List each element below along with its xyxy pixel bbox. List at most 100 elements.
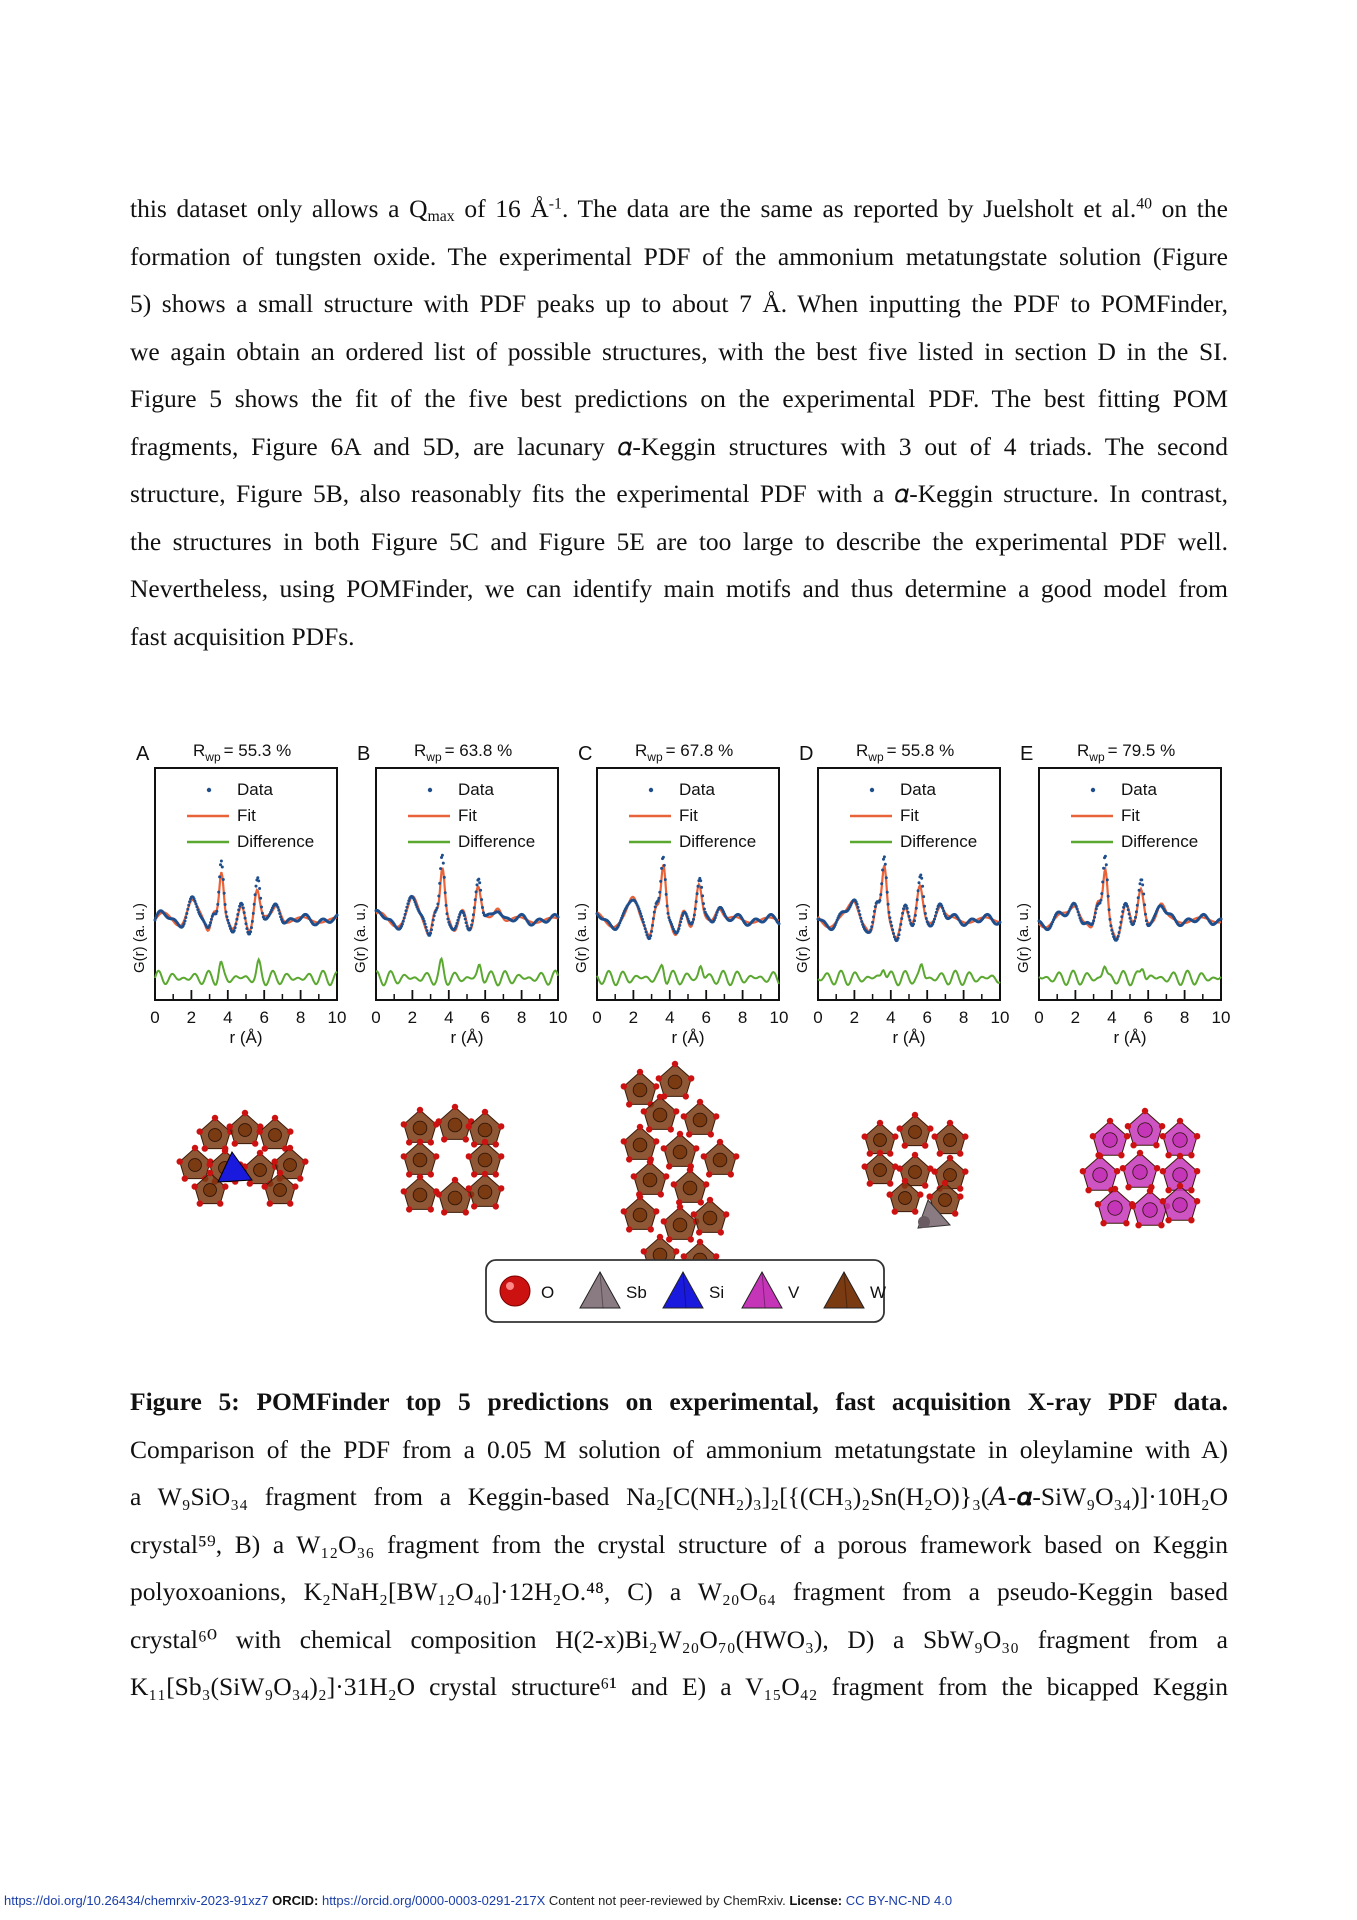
data-points bbox=[374, 853, 560, 937]
caption-line: crystal⁵⁹, B) a W₁₂O₃₆ fragment from the… bbox=[130, 1529, 1228, 1559]
data-point bbox=[651, 923, 654, 927]
data-point bbox=[692, 917, 695, 921]
data-point bbox=[665, 904, 669, 908]
data-point bbox=[998, 920, 1002, 924]
data-point bbox=[692, 913, 696, 917]
x-tick-label: 6 bbox=[922, 1008, 931, 1027]
data-point bbox=[440, 856, 443, 859]
rwp-value: = 67.8 % bbox=[666, 741, 734, 760]
data-point bbox=[471, 919, 474, 923]
rwp-symbol: R bbox=[414, 741, 426, 760]
data-point bbox=[679, 920, 683, 924]
pdf-panel: A Rwp = 55.3 % Data Fit Difference G(r) (a. u.… bbox=[131, 741, 346, 1047]
data-point bbox=[277, 908, 281, 912]
data-point bbox=[653, 905, 657, 909]
oxygen-atom bbox=[1176, 1152, 1184, 1160]
orcid-link[interactable]: https://orcid.org/0000-0003-0291-217X bbox=[321, 1893, 546, 1908]
x-tick-label: 0 bbox=[150, 1008, 159, 1027]
data-point bbox=[906, 910, 910, 914]
data-point bbox=[887, 910, 891, 914]
oxygen-atom bbox=[222, 1183, 229, 1190]
data-point bbox=[700, 885, 704, 889]
data-point bbox=[153, 918, 157, 922]
data-point bbox=[238, 904, 242, 908]
oxygen-atom bbox=[1146, 1187, 1154, 1195]
data-point bbox=[222, 891, 226, 895]
data-point bbox=[1078, 916, 1082, 920]
panel-frame bbox=[1038, 767, 1222, 1001]
oxygen-atom bbox=[256, 1128, 263, 1135]
oxygen-atom bbox=[1158, 1123, 1166, 1130]
rwp-label: Rwp = 55.8 % bbox=[856, 741, 954, 764]
oxygen-atom bbox=[1165, 1217, 1172, 1224]
metal-atom bbox=[477, 1152, 493, 1168]
data-point bbox=[860, 920, 864, 923]
data-point bbox=[188, 900, 192, 904]
data-point bbox=[1091, 921, 1095, 925]
oxygen-atom bbox=[646, 1158, 654, 1166]
data-point bbox=[1119, 920, 1123, 924]
paragraph-line: fast acquisition PDFs. bbox=[130, 621, 355, 651]
legend-w-tetrahedron bbox=[823, 1270, 865, 1309]
data-point bbox=[464, 921, 468, 925]
oxygen-atom bbox=[441, 1209, 448, 1216]
oxygen-atom bbox=[962, 1168, 969, 1175]
data-point bbox=[224, 910, 228, 914]
metal-atom bbox=[667, 1074, 683, 1090]
data-point bbox=[694, 900, 698, 904]
oxygen-atom bbox=[876, 1119, 884, 1127]
oxygen-atom bbox=[630, 1173, 637, 1180]
legend-tetrahedron-edge bbox=[599, 1271, 604, 1309]
oxygen-atom bbox=[891, 1208, 898, 1215]
data-point bbox=[872, 909, 876, 913]
orcid-label: ORCID: bbox=[272, 1893, 319, 1908]
metal-atom bbox=[632, 1082, 648, 1098]
data-point bbox=[897, 933, 901, 937]
oxygen-atom bbox=[887, 1180, 894, 1187]
data-point bbox=[699, 879, 703, 883]
data-point bbox=[424, 925, 428, 929]
fit-curve bbox=[817, 864, 1001, 940]
data-point bbox=[645, 933, 649, 937]
rwp-value: = 79.5 % bbox=[1108, 741, 1176, 760]
oxygen-atom bbox=[686, 1131, 693, 1138]
license-link[interactable]: CC BY-NC-ND 4.0 bbox=[845, 1893, 953, 1908]
metal-atom bbox=[672, 1217, 688, 1233]
data-point bbox=[900, 917, 904, 921]
data-point bbox=[1101, 880, 1105, 884]
oxygen-atom bbox=[636, 1123, 644, 1131]
paragraph-line: Figure 5 shows the fit of the five best … bbox=[130, 384, 1228, 413]
oxygen-atom bbox=[626, 1101, 633, 1108]
doi-link[interactable]: https://doi.org/10.26434/chemrxiv-2023-9… bbox=[4, 1893, 269, 1908]
oxygen-atom bbox=[901, 1177, 909, 1185]
oxygen-atom bbox=[626, 1226, 633, 1233]
data-point bbox=[912, 922, 915, 926]
metal-atom bbox=[632, 1137, 648, 1153]
oxygen-atom bbox=[653, 1083, 660, 1090]
data-point bbox=[702, 907, 706, 911]
fit-curve bbox=[596, 864, 780, 937]
data-point bbox=[889, 920, 893, 924]
data-point bbox=[403, 912, 407, 916]
data-point bbox=[1126, 908, 1130, 912]
data-point bbox=[237, 908, 241, 912]
data-point bbox=[1138, 882, 1142, 886]
oxygen-atom bbox=[1113, 1168, 1121, 1175]
fit-curve bbox=[154, 871, 337, 933]
oxygen-atom bbox=[917, 1191, 924, 1198]
data-point bbox=[260, 911, 264, 915]
paragraph-line: fragments, Figure 6A and 5D, are lacunar… bbox=[130, 431, 1228, 461]
data-point bbox=[667, 916, 671, 920]
oxygen-atom bbox=[636, 1068, 644, 1076]
legend-data-label: Data bbox=[458, 780, 494, 799]
data-point bbox=[1125, 904, 1129, 908]
x-tick-label: 2 bbox=[629, 1008, 638, 1027]
oxygen-atom bbox=[946, 1119, 954, 1127]
oxygen-atom bbox=[451, 1176, 459, 1184]
oxygen-atom bbox=[667, 1126, 674, 1133]
oxygen-atom bbox=[657, 1191, 664, 1198]
metal-atom bbox=[1137, 1122, 1153, 1138]
x-tick-label: 10 bbox=[1212, 1008, 1231, 1027]
paragraph-line: we again obtain an ordered list of possi… bbox=[130, 336, 1228, 366]
data-point bbox=[1133, 919, 1136, 923]
